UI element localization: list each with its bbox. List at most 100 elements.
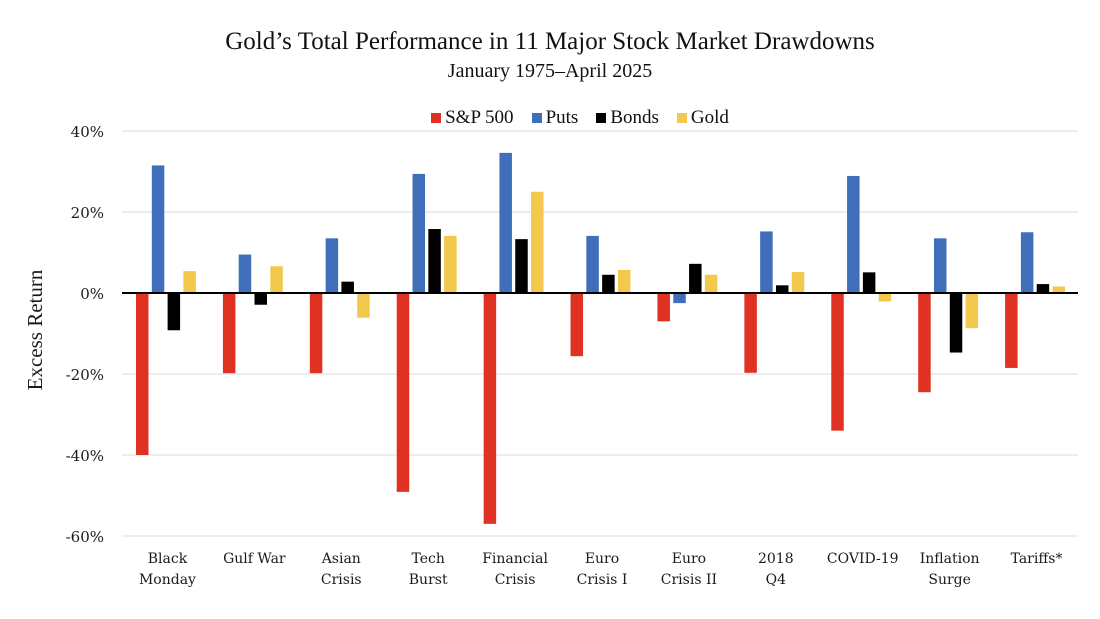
bar-sp500: [136, 293, 149, 455]
legend: S&P 500 Puts Bonds Gold: [0, 107, 1100, 129]
bar-sp500: [396, 293, 410, 492]
bar-bonds: [862, 272, 876, 293]
legend-swatch-bonds: [596, 113, 607, 123]
x-tick-label-line: Gulf War: [223, 551, 286, 567]
x-tick-label: Asian Crisis: [321, 551, 362, 588]
x-tick-label-line: Euro: [672, 551, 706, 567]
x-tick-label-line: Q4: [766, 572, 786, 588]
gridlines: [122, 130, 1078, 537]
bar-gold: [878, 293, 892, 302]
x-tick-label-line: Monday: [139, 572, 196, 588]
bar-puts: [499, 152, 512, 293]
bars: [136, 152, 1065, 524]
x-tick-label: Gulf War: [223, 551, 286, 567]
x-tick-label-line: Financial: [482, 551, 548, 567]
bar-puts: [238, 254, 252, 293]
y-tick-label: 0%: [80, 285, 104, 303]
y-axis-ticks: 40% 20% 0% -20% -40% -60%: [66, 123, 104, 546]
x-tick-label-line: Black: [148, 551, 188, 567]
bar-bonds: [689, 263, 702, 293]
bar-bonds: [167, 293, 181, 331]
bar-puts: [847, 175, 860, 293]
x-tick-label: Tariffs*: [1011, 551, 1063, 567]
bar-sp500: [570, 293, 584, 357]
x-tick-label-line: Euro: [585, 551, 619, 567]
bar-puts: [673, 293, 686, 304]
x-tick-label: Tech Burst: [409, 551, 448, 588]
bar-gold: [357, 293, 370, 318]
x-tick-label-line: Asian: [321, 551, 361, 567]
x-tick-label-line: COVID-19: [827, 551, 899, 567]
bar-gold: [965, 293, 979, 329]
bar-sp500: [657, 293, 670, 322]
bar-sp500: [831, 293, 844, 431]
bar-puts: [933, 238, 947, 293]
bar-gold: [1052, 286, 1065, 293]
bar-sp500: [309, 293, 323, 374]
legend-swatch-puts: [531, 113, 542, 123]
bar-gold: [444, 235, 457, 293]
bar-bonds: [428, 229, 441, 293]
bar-puts: [412, 173, 426, 293]
legend-swatch-sp500: [431, 113, 442, 123]
legend-swatch-gold: [676, 113, 687, 123]
x-tick-label-line: Crisis: [321, 572, 362, 588]
bar-gold: [704, 274, 718, 293]
bar-sp500: [1005, 293, 1018, 368]
bar-puts: [1020, 232, 1034, 293]
x-tick-label: Black Monday: [139, 551, 196, 588]
legend-label-bonds: Bonds: [610, 107, 659, 128]
bar-bonds: [515, 239, 528, 293]
y-tick-label: -20%: [66, 366, 104, 384]
legend-item-sp500: S&P 500: [431, 107, 514, 129]
bar-puts: [325, 238, 339, 293]
bar-sp500: [483, 293, 497, 524]
legend-label-gold: Gold: [690, 107, 729, 128]
x-tick-label: Financial Crisis: [482, 551, 548, 588]
bar-gold: [183, 271, 196, 293]
x-tick-label-line: Tariffs*: [1011, 551, 1063, 567]
x-tick-label-line: Crisis: [495, 572, 536, 588]
bar-bonds: [254, 293, 268, 305]
bar-puts: [151, 165, 165, 293]
bar-sp500: [744, 293, 757, 373]
x-tick-label-line: Burst: [409, 572, 448, 588]
legend-label-sp500: S&P 500: [445, 107, 514, 128]
bar-bonds: [1036, 284, 1050, 293]
legend-label-puts: Puts: [545, 107, 579, 128]
bar-puts: [586, 235, 599, 293]
bar-bonds: [602, 274, 615, 293]
y-tick-label: -40%: [66, 447, 104, 465]
x-tick-label: Inflation Surge: [920, 551, 980, 588]
bar-gold: [270, 266, 283, 293]
y-tick-label: 20%: [71, 204, 104, 222]
chart-title: Gold’s Total Performance in 11 Major Sto…: [225, 28, 875, 55]
x-tick-label-line: Crisis I: [577, 572, 628, 588]
chart-subtitle: January 1975–April 2025: [447, 60, 653, 82]
bar-bonds: [341, 281, 354, 293]
y-tick-label: 40%: [71, 123, 104, 141]
x-tick-label: 2018 Q4: [758, 551, 794, 588]
x-tick-label-line: 2018: [758, 551, 794, 567]
bar-sp500: [222, 293, 236, 374]
x-tick-label-line: Tech: [411, 551, 444, 567]
y-axis-title: Excess Return: [23, 269, 47, 390]
bar-sp500: [918, 293, 931, 393]
bar-bonds: [949, 293, 963, 353]
bar-puts: [760, 231, 773, 293]
legend-item-puts: Puts: [531, 107, 579, 129]
y-tick-label: -60%: [66, 528, 104, 546]
legend-item-bonds: Bonds: [596, 107, 659, 129]
bar-bonds: [775, 285, 789, 293]
x-tick-label: Euro Crisis II: [661, 551, 717, 588]
x-tick-label-line: Crisis II: [661, 572, 717, 588]
x-tick-label-line: Inflation: [920, 551, 980, 567]
x-tick-label-line: Surge: [928, 572, 971, 588]
x-axis-labels: Black Monday Gulf War Asian Crisis Tech Burst F…: [139, 551, 1063, 588]
legend-item-gold: Gold: [676, 107, 729, 129]
bar-gold: [617, 269, 631, 293]
x-tick-label: Euro Crisis I: [577, 551, 628, 588]
bar-gold: [531, 191, 544, 293]
x-tick-label: COVID-19: [827, 551, 899, 567]
